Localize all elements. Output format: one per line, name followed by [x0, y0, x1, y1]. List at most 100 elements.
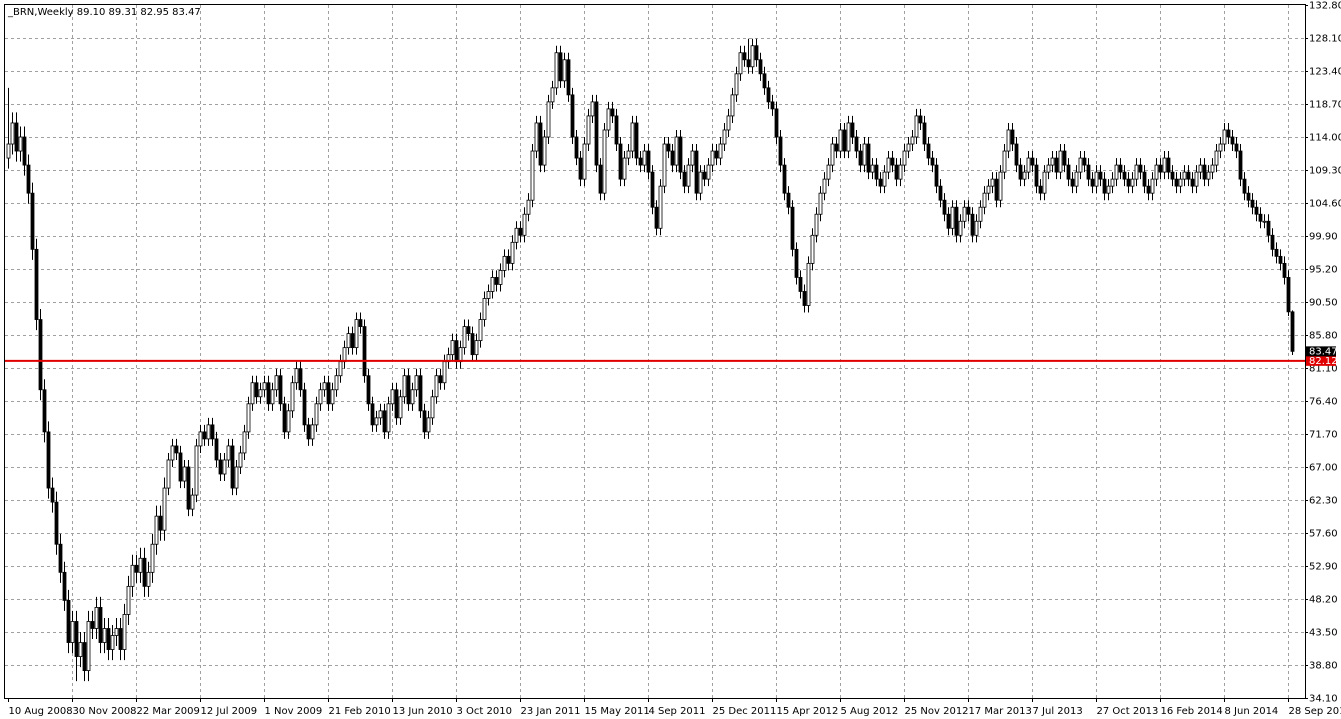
candle-body: [1258, 213, 1263, 222]
candle-body: [1102, 178, 1107, 194]
candle-body: [806, 262, 811, 306]
candle-body: [966, 206, 971, 215]
candle-body: [282, 403, 287, 433]
plot-frame: [4, 4, 1306, 699]
candle-body: [410, 389, 415, 405]
y-tick-label: 67.00: [1309, 463, 1338, 474]
candle-body: [790, 206, 795, 250]
candle-body: [594, 101, 599, 166]
candle-body: [770, 101, 775, 110]
candle-body: [742, 52, 747, 61]
candle-body: [606, 108, 611, 131]
candle-body: [1178, 178, 1183, 187]
candle-body: [1250, 199, 1255, 208]
candle-body: [390, 389, 395, 405]
candle-body: [350, 333, 355, 349]
y-tick-label: 132.80: [1309, 1, 1341, 12]
y-tick-label: 52.90: [1309, 562, 1338, 573]
candle-body: [662, 143, 667, 187]
candle-body: [926, 143, 931, 159]
candle-body: [214, 438, 219, 461]
x-tick-label: 3 Oct 2010: [457, 706, 512, 717]
candle-body: [314, 403, 319, 426]
candle-body: [454, 340, 459, 363]
candle-body: [1070, 178, 1075, 187]
candle-body: [18, 136, 23, 152]
candle-body: [206, 424, 211, 440]
candle-body: [750, 45, 755, 68]
candle-body: [858, 150, 863, 166]
x-tick-label: 22 Mar 2009: [137, 706, 200, 717]
candle-body: [602, 129, 607, 194]
y-tick-label: 38.80: [1309, 661, 1338, 672]
x-tick-label: 25 Nov 2012: [905, 706, 969, 717]
candle-body: [894, 164, 899, 180]
candle-body: [326, 382, 331, 405]
candle-body: [6, 143, 11, 159]
candle-body: [666, 143, 671, 152]
candle-body: [478, 319, 483, 342]
candle-body: [518, 227, 523, 236]
candle-body: [50, 487, 55, 503]
candle-body: [958, 220, 963, 236]
candle-body: [1006, 129, 1011, 152]
candle-body: [1182, 171, 1187, 180]
candle-body: [650, 171, 655, 208]
candle-body: [46, 431, 51, 489]
candle-body: [1278, 255, 1283, 264]
candle-body: [90, 621, 95, 629]
candle-body: [998, 171, 1003, 201]
candle-body: [70, 621, 75, 643]
candle-body: [238, 452, 243, 468]
candle-body: [1010, 129, 1015, 145]
candle-body: [582, 143, 587, 180]
candle-body: [642, 150, 647, 166]
candle-body: [1114, 164, 1119, 180]
candle-body: [1262, 220, 1267, 223]
candle-body: [638, 157, 643, 166]
candle-body: [370, 403, 375, 426]
candle-body: [1166, 157, 1171, 173]
candle-body: [130, 564, 135, 587]
candle-body: [658, 185, 663, 229]
candle-body: [618, 143, 623, 180]
y-tick-label: 85.80: [1309, 331, 1338, 342]
candle-body: [1110, 178, 1115, 187]
candle-body: [258, 389, 263, 398]
candle-body: [1138, 164, 1143, 173]
x-tick-label: 7 Jul 2013: [1033, 706, 1083, 717]
candle-body: [1162, 157, 1167, 173]
candle-body: [970, 213, 975, 236]
candle-body: [538, 122, 543, 166]
candle-body: [498, 270, 503, 285]
candle-body: [902, 150, 907, 166]
candle-body: [474, 340, 479, 356]
candle-body: [358, 319, 363, 327]
candle-body: [154, 515, 159, 545]
candle-body: [342, 347, 347, 363]
candle-body: [722, 129, 727, 145]
candle-body: [1054, 157, 1059, 173]
y-tick-label: 57.60: [1309, 529, 1338, 540]
y-tick-label: 76.40: [1309, 397, 1338, 408]
candle-body: [762, 73, 767, 89]
candle-body: [286, 410, 291, 433]
candle-body: [1142, 171, 1147, 187]
candle-body: [438, 375, 443, 384]
candle-body: [10, 122, 15, 145]
candle-body: [338, 361, 343, 377]
candle-body: [1030, 157, 1035, 166]
y-tick-label: 109.30: [1309, 166, 1341, 177]
candle-body: [226, 445, 231, 461]
candle-body: [122, 614, 127, 650]
candle-body: [678, 136, 683, 173]
candle-body: [1218, 143, 1223, 152]
candle-body: [714, 150, 719, 159]
candle-body: [294, 368, 299, 384]
candles: [6, 38, 1295, 682]
candle-body: [910, 136, 915, 145]
candle-body: [974, 220, 979, 236]
candle-body: [414, 375, 419, 391]
candle-body: [86, 621, 91, 672]
candle-body: [774, 108, 779, 138]
